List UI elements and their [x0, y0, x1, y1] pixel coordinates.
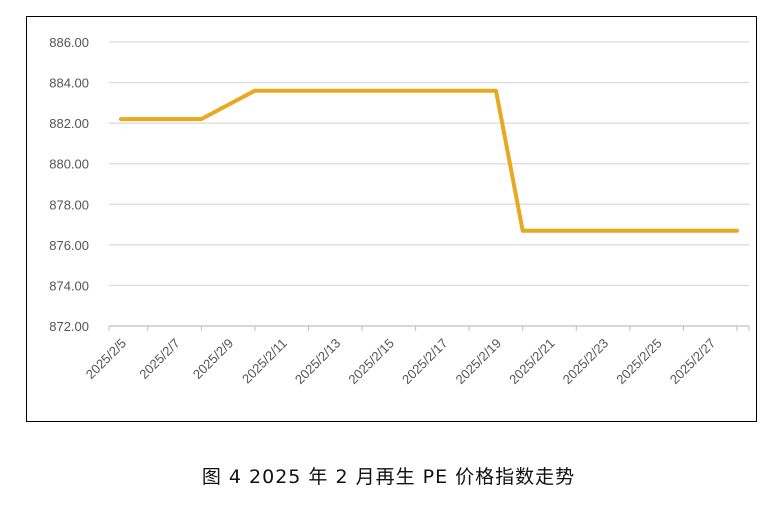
- figure-caption: 图 4 2025 年 2 月再生 PE 价格指数走势: [201, 466, 576, 488]
- x-axis: [108, 325, 750, 331]
- grid-lines: [109, 41, 749, 287]
- x-tick-label: 2025/2/25: [613, 336, 665, 388]
- y-tick-label: 876.00: [49, 238, 89, 253]
- x-tick-label: 2025/2/19: [453, 336, 505, 388]
- x-tick-label: 2025/2/13: [292, 336, 344, 388]
- line-chart: 872.00 874.00 876.00 878.00 880.00 882.00 884.…: [49, 35, 750, 388]
- chart-frame: 872.00 874.00 876.00 878.00 880.00 882.00 884.…: [26, 16, 757, 422]
- series-layer: [119, 88, 739, 233]
- y-tick-labels: 872.00 874.00 876.00 878.00 880.00 882.00 884.…: [49, 35, 89, 334]
- y-tick-label: 886.00: [49, 35, 89, 50]
- series-line: [119, 88, 739, 233]
- x-tick-label: 2025/2/21: [506, 336, 558, 388]
- x-tick-label: 2025/2/5: [83, 336, 129, 382]
- y-tick-label: 882.00: [49, 116, 89, 131]
- x-tick-label: 2025/2/17: [399, 336, 451, 388]
- y-tick-label: 872.00: [49, 319, 89, 334]
- x-tick-label: 2025/2/11: [239, 336, 290, 387]
- x-tick-labels: 2025/2/5 2025/2/7 2025/2/9 2025/2/11 2025/2/…: [83, 336, 719, 388]
- y-tick-label: 880.00: [49, 157, 89, 172]
- x-tick-label: 2025/2/23: [560, 336, 612, 388]
- x-tick-label: 2025/2/9: [190, 336, 236, 382]
- y-tick-label: 874.00: [49, 278, 89, 293]
- x-tick-label: 2025/2/7: [136, 336, 182, 382]
- y-tick-label: 878.00: [49, 197, 89, 212]
- y-tick-label: 884.00: [49, 76, 89, 91]
- x-tick-label: 2025/2/27: [667, 336, 719, 388]
- x-tick-label: 2025/2/15: [345, 336, 397, 388]
